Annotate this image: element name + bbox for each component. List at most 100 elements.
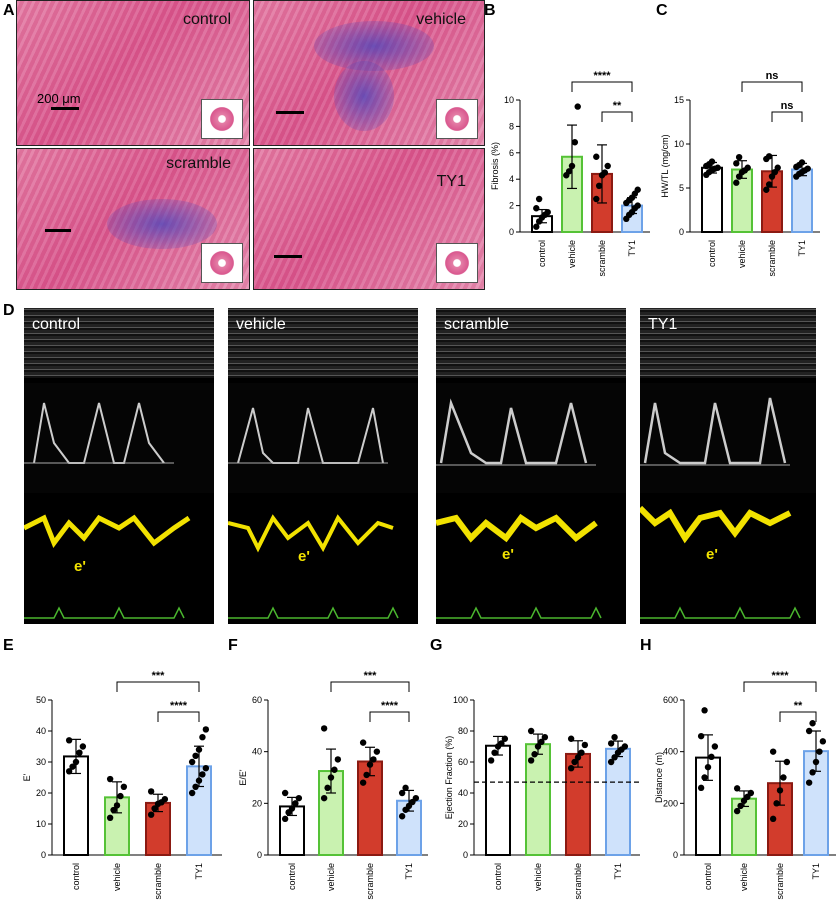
data-point [281, 815, 289, 823]
data-point [711, 743, 719, 750]
x-tick-label: TY1 [613, 863, 623, 880]
x-tick-label: vehicle [737, 240, 747, 268]
heart-section-inset [201, 99, 243, 139]
data-point [151, 805, 158, 812]
data-point [634, 202, 641, 209]
y-tick-label: 60 [252, 695, 262, 705]
data-point [601, 169, 609, 176]
x-tick-label: TY1 [404, 863, 414, 880]
significance-label: ns [781, 100, 794, 112]
data-point [72, 758, 80, 766]
data-point [611, 734, 618, 741]
data-point [568, 162, 576, 170]
data-point [117, 792, 124, 800]
data-point [331, 766, 338, 773]
significance-bracket [116, 681, 200, 692]
y-tick-label: 0 [673, 850, 678, 860]
data-point [192, 783, 199, 790]
data-point [295, 794, 303, 802]
significance-label: ns [766, 70, 779, 82]
data-point [531, 751, 538, 758]
significance-bracket [601, 111, 633, 122]
x-tick-label: scramble [767, 240, 777, 277]
chart-hw-tl: 0 5 10 15 HW/TL (mg/cm) control vehicle scrambl… [660, 70, 820, 277]
chart-distance: 0 200 400 600 Distance (m) control vehicle scra… [654, 670, 836, 900]
data-point [288, 805, 296, 812]
chart-fibrosis: 0 2 4 6 8 10 Fibrosis (%) control vehicle scrambl… [490, 70, 650, 277]
data-point [611, 754, 618, 761]
data-point [733, 179, 740, 186]
data-point [147, 811, 155, 818]
y-tick-label: 0 [41, 850, 46, 860]
data-point [765, 181, 773, 188]
x-tick-label: vehicle [533, 863, 543, 891]
x-tick-label: TY1 [811, 863, 821, 880]
echo-label: control [32, 316, 81, 333]
data-point [744, 164, 751, 171]
significance-label: **** [771, 670, 789, 682]
x-tick-label: scramble [597, 240, 607, 277]
histology-panel-ty1: TY1 [253, 148, 485, 290]
data-point [120, 783, 128, 790]
data-point [79, 743, 87, 750]
data-point [737, 802, 744, 810]
data-point [320, 794, 328, 802]
data-point [780, 774, 787, 781]
data-point [501, 735, 509, 742]
y-tick-label: 4 [509, 174, 514, 184]
data-point [714, 164, 721, 171]
y-axis-label: HW/TL (mg/cm) [660, 134, 670, 197]
y-tick-label: 0 [463, 850, 468, 860]
data-point [188, 758, 196, 766]
data-point [804, 165, 811, 172]
data-point [292, 800, 299, 807]
data-point [398, 789, 406, 797]
scale-bar-label: 200 μm [37, 91, 81, 106]
data-point [373, 748, 381, 755]
x-tick-label: control [71, 863, 81, 890]
echo-panel-vehicle: vehicle e' [228, 308, 418, 624]
data-point [359, 739, 367, 746]
x-tick-label: TY1 [194, 863, 204, 880]
y-tick-label: 60 [458, 757, 468, 767]
y-tick-label: 40 [36, 726, 46, 736]
data-point [281, 789, 289, 797]
data-point [565, 168, 573, 175]
data-point [593, 153, 600, 160]
data-point [106, 814, 114, 821]
panel-letter-h: H [640, 637, 652, 654]
data-point [733, 807, 741, 815]
echo-panel-scramble: scramble e' [436, 308, 626, 624]
data-point [370, 756, 377, 763]
data-point [533, 205, 540, 212]
data-point [192, 752, 199, 759]
panel-letter-e: E [3, 637, 14, 654]
data-point [593, 195, 600, 203]
y-axis-label: E' [22, 773, 32, 781]
histology-label: TY1 [436, 173, 466, 190]
data-point [487, 757, 495, 764]
data-point [776, 787, 784, 794]
data-point [527, 757, 535, 764]
data-point [747, 789, 755, 797]
data-point [567, 735, 575, 742]
data-point [402, 784, 409, 792]
y-tick-label: 20 [252, 798, 262, 808]
data-point [498, 740, 505, 747]
data-point [199, 734, 206, 741]
x-tick-label: vehicle [739, 863, 749, 891]
significance-label: *** [152, 670, 166, 682]
bar-vehicle [731, 797, 757, 856]
y-tick-label: 200 [663, 798, 678, 808]
x-tick-label: TY1 [797, 240, 807, 257]
data-point [535, 195, 543, 203]
data-point [809, 769, 816, 776]
data-point [634, 186, 641, 193]
significance-bracket [771, 111, 803, 122]
significance-label: *** [364, 670, 378, 682]
data-point [76, 749, 83, 756]
data-point [110, 806, 117, 814]
significance-bracket [330, 681, 410, 692]
data-point [538, 738, 545, 746]
